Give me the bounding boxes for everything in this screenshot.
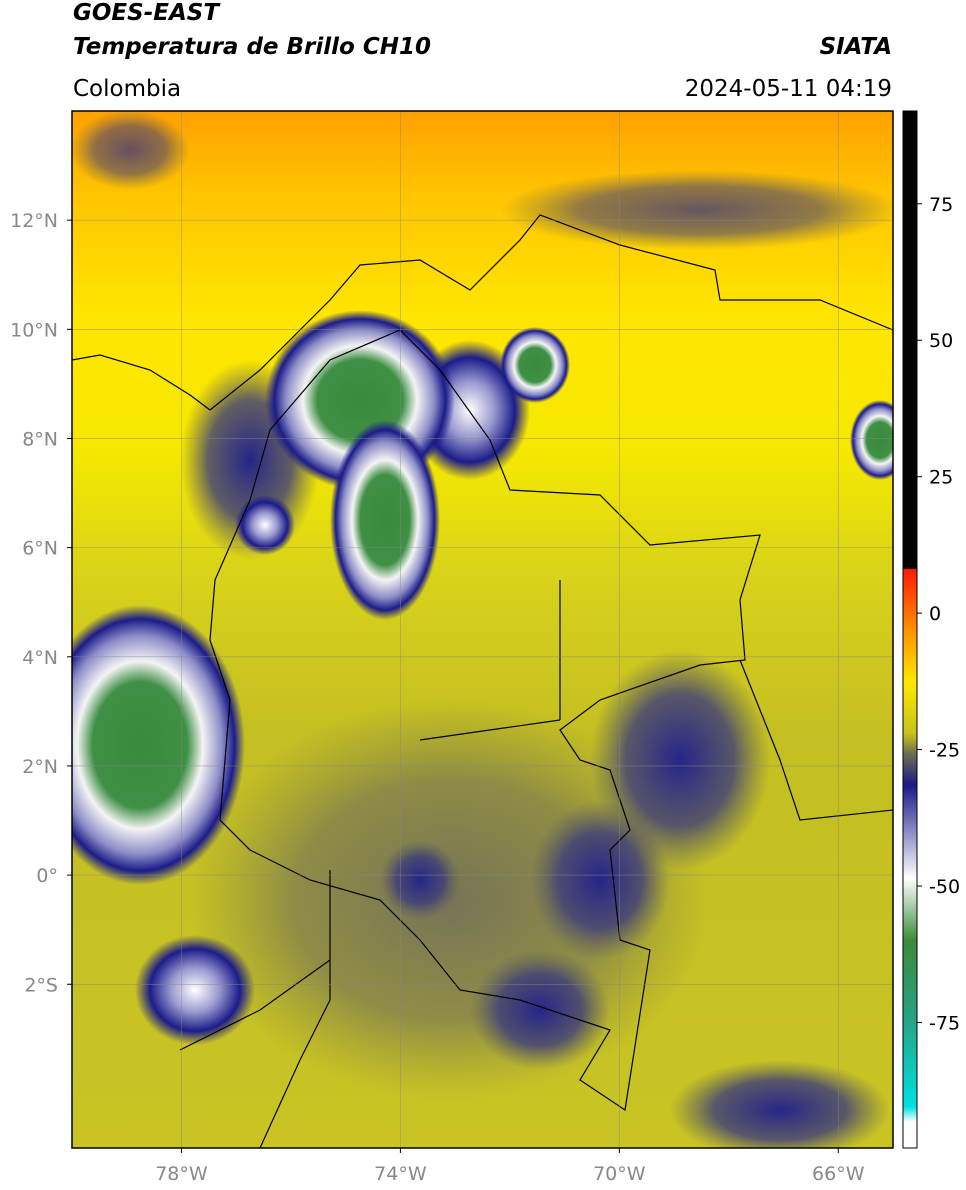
x-tick-label: 66°W (812, 1163, 865, 1185)
colorbar-tick-label: 0 (929, 603, 941, 625)
graticule (72, 111, 893, 1148)
datetime: 2024-05-11 04:19 (685, 76, 892, 102)
colorbar (902, 110, 918, 1149)
product: Temperatura de Brillo CH10 (73, 34, 431, 60)
y-tick-label: 10°N (10, 319, 58, 341)
y-tick-label: 12°N (10, 210, 58, 232)
colorbar-tick-label: -25 (929, 740, 960, 762)
satellite-image (72, 111, 893, 1148)
title: GOES-EAST (73, 0, 221, 26)
y-tick-label: 2°N (22, 756, 58, 778)
colorbar-tick-label: -75 (929, 1012, 960, 1034)
y-tick-label: 6°N (22, 538, 58, 560)
region: Colombia (73, 76, 181, 102)
y-tick-label: 0° (36, 865, 58, 887)
y-tick-label: 2°S (24, 974, 58, 996)
x-tick-label: 70°W (593, 1163, 646, 1185)
y-tick-label: 4°N (22, 647, 58, 669)
colorbar-tick-label: -50 (929, 876, 960, 898)
map-frame (71, 110, 894, 1149)
colorbar-tick-label: 50 (929, 330, 953, 352)
x-tick-label: 78°W (155, 1163, 208, 1185)
colorbar-tick-label: 25 (929, 467, 953, 489)
colorbar-tick-label: 75 (929, 194, 953, 216)
source: SIATA (820, 34, 892, 60)
x-tick-label: 74°W (374, 1163, 427, 1185)
y-tick-label: 8°N (22, 428, 58, 450)
